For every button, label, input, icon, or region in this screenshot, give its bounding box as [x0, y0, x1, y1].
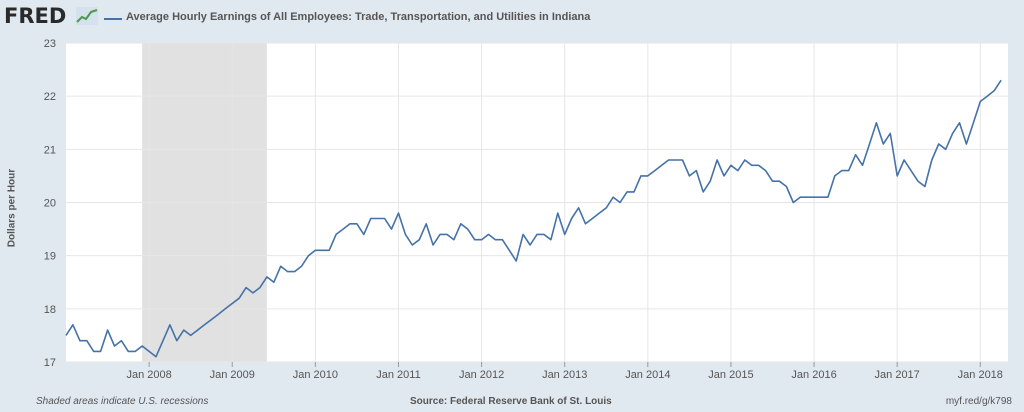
x-tick-label: Jan 2008 [126, 369, 171, 381]
y-tick-label: 23 [44, 38, 56, 50]
y-tick-label: 21 [44, 144, 56, 156]
chart-title: Average Hourly Earnings of All Employees… [126, 11, 591, 23]
recession-note: Shaded areas indicate U.S. recessions [36, 396, 209, 407]
y-tick-label: 18 [44, 304, 56, 316]
source-note: Source: Federal Reserve Bank of St. Loui… [410, 396, 612, 407]
x-tick-label: Jan 2018 [958, 369, 1003, 381]
x-tick-labels: Jan 2008 Jan 2009 Jan 2010 Jan 2011 Jan 2012… [126, 369, 1002, 381]
y-tick-label: 19 [44, 251, 56, 263]
y-tick-label: 17 [44, 357, 56, 369]
x-tick-label: Jan 2011 [376, 369, 420, 381]
legend-line-swatch [104, 18, 122, 20]
x-tick-label: Jan 2012 [459, 369, 504, 381]
x-tick-label: Jan 2016 [791, 369, 836, 381]
grid-lines [66, 42, 1008, 367]
y-tick-label: 22 [44, 91, 56, 103]
chart-header: FRED Average Hourly Earnings of All Empl… [0, 0, 1024, 32]
series-line [65, 79, 1002, 358]
series-layer [65, 79, 1002, 358]
x-tick-label: Jan 2010 [293, 369, 338, 381]
y-tick-label: 20 [44, 198, 56, 210]
small-line-graph-icon [76, 7, 98, 25]
x-tick-label: Jan 2015 [708, 369, 753, 381]
x-tick-label: Jan 2017 [875, 369, 920, 381]
fred-logo[interactable]: FRED [4, 4, 67, 28]
x-tick-label: Jan 2013 [542, 369, 587, 381]
short-link[interactable]: myf.red/g/k798 [945, 396, 1012, 407]
x-tick-label: Jan 2014 [625, 369, 670, 381]
x-tick-label: Jan 2009 [210, 369, 255, 381]
y-tick-labels: 17 18 19 20 21 22 23 [44, 38, 56, 369]
